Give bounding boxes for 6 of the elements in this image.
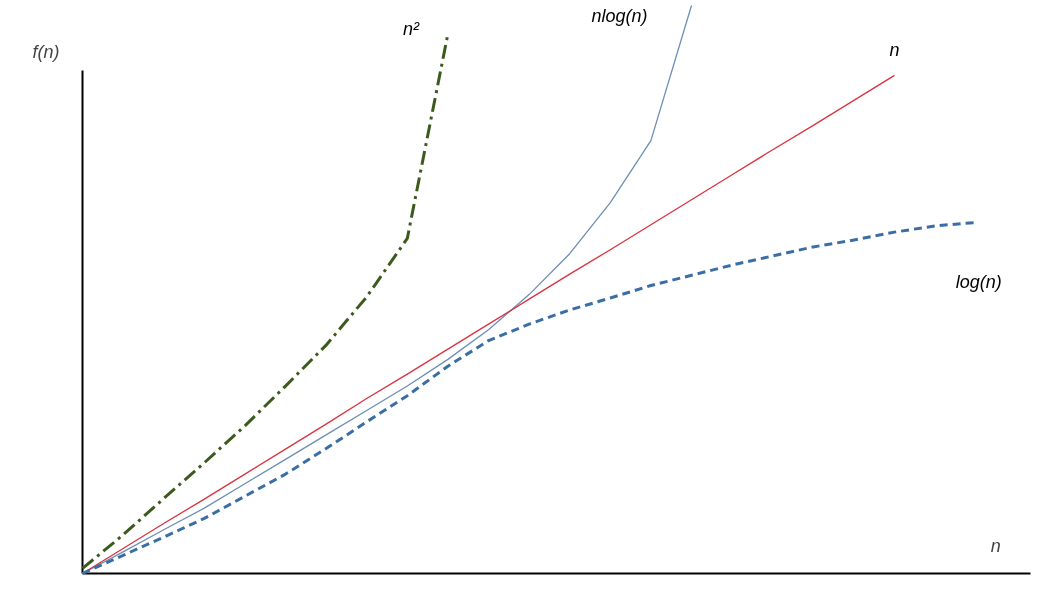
text: log(n) [955,272,1002,293]
x-axis-title: n [990,535,1001,556]
series-label: n [889,40,900,61]
y-axis-title: f(n) [32,42,60,63]
text: nlog(n) [591,5,648,26]
series-label: n² [402,18,420,39]
